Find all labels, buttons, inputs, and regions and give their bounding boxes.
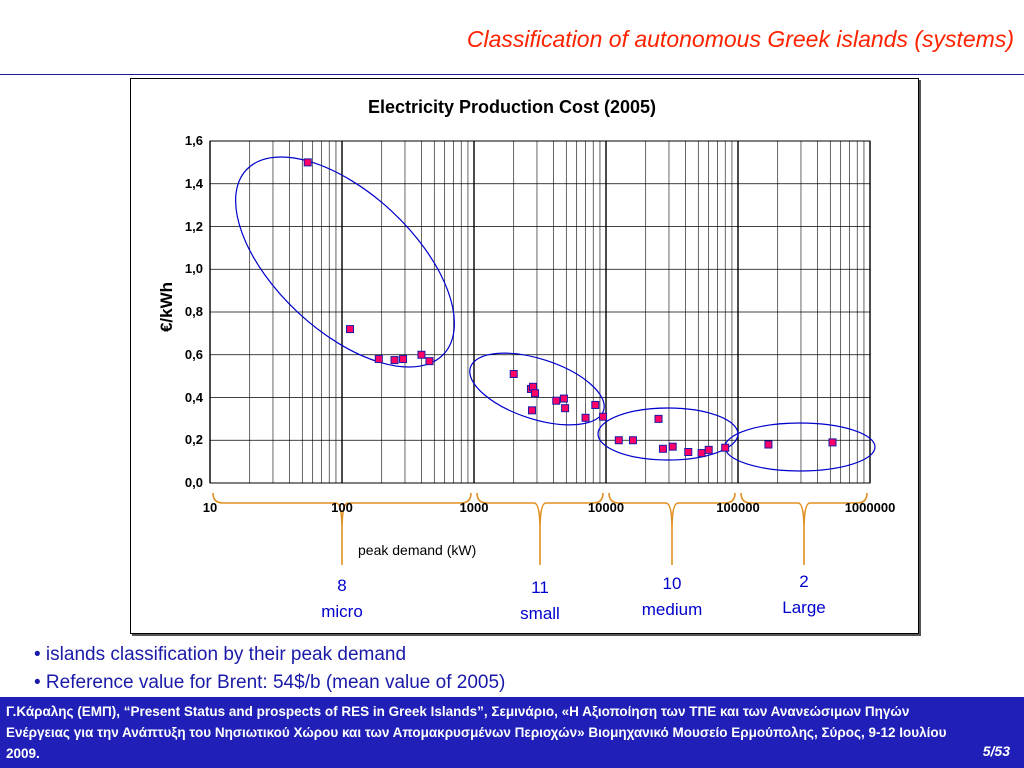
data-point — [374, 355, 383, 364]
data-point — [527, 406, 536, 415]
group-label: 2 Large — [754, 569, 854, 621]
data-point — [399, 355, 408, 364]
group-brace — [740, 492, 868, 565]
page-number: 5/53 — [982, 743, 1010, 759]
slide-title: Classification of autonomous Greek islan… — [466, 26, 1014, 52]
group-brace — [608, 492, 736, 565]
data-point — [697, 449, 706, 458]
data-point — [684, 448, 693, 457]
data-point — [614, 436, 623, 445]
cluster-ellipse — [469, 352, 605, 426]
group-count: 10 — [662, 574, 682, 593]
data-point — [599, 412, 608, 421]
group-brace — [212, 492, 472, 565]
y-tick-label: 1,2 — [184, 218, 203, 234]
data-point — [559, 394, 568, 403]
cluster-ellipse — [235, 156, 455, 368]
y-tick-label: 0,6 — [184, 346, 203, 362]
x-tick-label: 10 — [202, 500, 218, 515]
y-tick-label: 1,4 — [184, 175, 203, 191]
data-point — [828, 438, 837, 447]
group-count: 11 — [531, 578, 549, 597]
group-label: 10 medium — [622, 571, 722, 623]
group-label: 8 micro — [292, 573, 392, 625]
group-label: 11 small — [490, 575, 590, 627]
data-point — [581, 413, 590, 422]
y-tick-label: 0,8 — [184, 304, 203, 319]
y-tick-label: 1,6 — [184, 133, 203, 148]
data-point — [628, 436, 637, 445]
data-point — [417, 350, 426, 359]
group-name: small — [520, 604, 560, 623]
bullet-item: • islands classification by their peak d… — [34, 644, 407, 665]
plot-area — [209, 140, 871, 484]
footer-bar: Γ.Κάραλης (ΕΜΠ), “Present Status and pro… — [0, 697, 1024, 768]
x-tick-label: 1000000 — [844, 500, 896, 515]
y-tick-label: 0,4 — [184, 389, 203, 405]
group-count: 2 — [799, 572, 809, 591]
data-point — [668, 442, 677, 451]
group-name: micro — [321, 602, 363, 621]
cluster-ellipse — [597, 407, 739, 461]
chart-frame — [130, 78, 919, 634]
data-point — [509, 369, 518, 378]
x-axis-label: peak demand (kW) — [358, 542, 477, 558]
chart-title: Electricity Production Cost (2005) — [367, 97, 657, 117]
y-tick-label: 0,2 — [184, 432, 203, 448]
data-point — [390, 356, 399, 365]
bullet-item: • Reference value for Brent: 54$/b (mean… — [34, 672, 506, 693]
x-tick-label: 100 — [331, 500, 353, 515]
group-count: 8 — [337, 576, 347, 595]
data-point — [346, 325, 355, 334]
data-point — [764, 440, 773, 449]
x-tick-label: 100000 — [716, 500, 760, 515]
group-name: Large — [782, 598, 826, 617]
data-point — [552, 396, 561, 405]
x-tick-label: 1000 — [459, 500, 489, 515]
group-brace — [476, 492, 604, 565]
bullet-list: • islands classification by their peak d… — [34, 641, 505, 697]
data-point — [425, 357, 434, 366]
data-point — [303, 158, 312, 167]
data-point — [658, 444, 667, 453]
data-point — [561, 404, 570, 413]
footer-citation: Γ.Κάραλης (ΕΜΠ), “Present Status and pro… — [6, 704, 947, 761]
y-tick-label: 0,0 — [184, 475, 203, 490]
data-point — [654, 414, 663, 423]
x-tick-label: 10000 — [587, 500, 625, 515]
y-tick-label: 1,0 — [184, 261, 203, 277]
data-point — [704, 445, 713, 454]
data-point — [531, 389, 540, 398]
data-point — [591, 400, 600, 409]
chart-title-row: Electricity Production Cost (2005) — [0, 97, 1024, 118]
group-name: medium — [641, 600, 703, 619]
data-point — [721, 443, 730, 452]
cluster-ellipse — [724, 422, 876, 472]
title-divider — [0, 74, 1024, 75]
